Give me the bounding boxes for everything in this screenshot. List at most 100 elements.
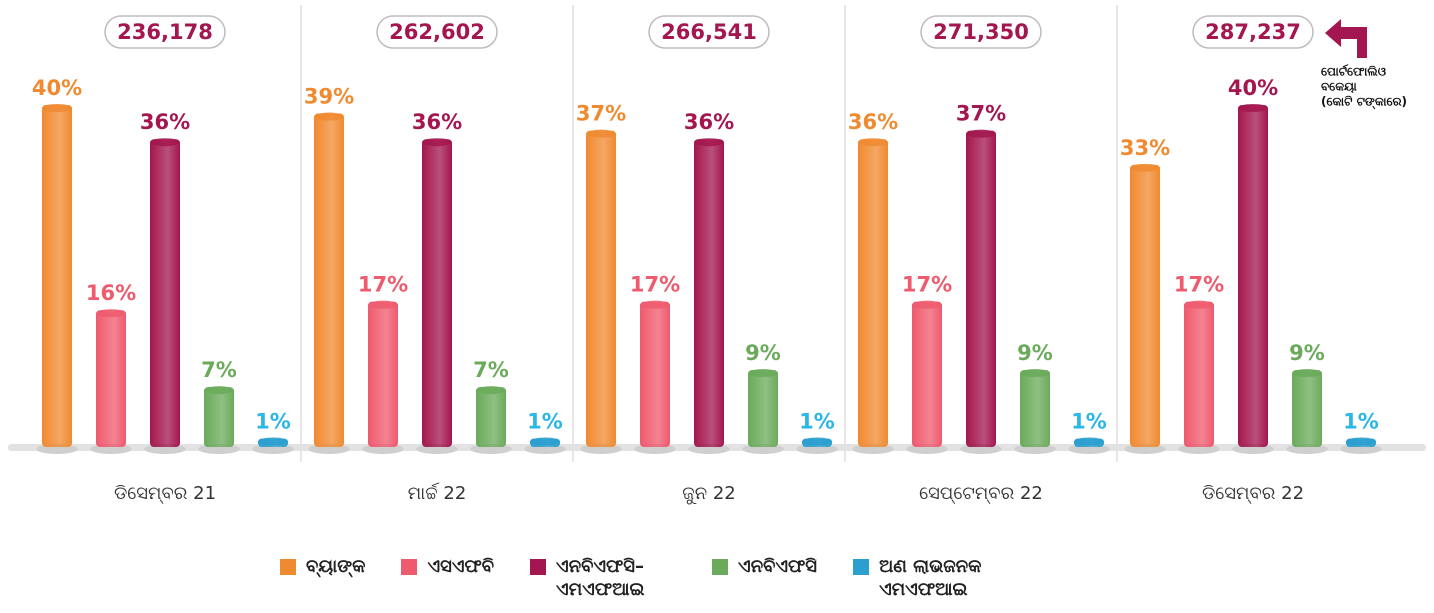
- bar-top: [96, 309, 126, 318]
- value-label: 17%: [902, 273, 952, 297]
- value-label: 17%: [630, 273, 680, 297]
- total-pill: [376, 15, 498, 49]
- legend: ବ୍ୟାଙ୍କ ଏସଏଫବି ଏନବିଏଫସି–ଏମଏଫଆଇ ଏନବିଏଫସି ଅଣ ଲ…: [280, 555, 999, 602]
- legend-swatch: [280, 559, 296, 575]
- total-label: 236,178: [117, 20, 213, 44]
- bar: [1130, 164, 1160, 447]
- bar: [1184, 301, 1214, 447]
- legend-swatch: [853, 559, 870, 575]
- bar-top: [314, 112, 344, 121]
- bar: [476, 387, 506, 447]
- bar-top: [150, 138, 180, 147]
- value-label: 33%: [1120, 136, 1170, 160]
- total-pill: [920, 15, 1042, 49]
- bar: [694, 139, 724, 447]
- category-label: ସେପ୍ଟେମ୍ବର 22: [919, 483, 1043, 504]
- bar-top: [858, 138, 888, 147]
- value-label: 1%: [1071, 409, 1107, 433]
- annotation-arrow: [1325, 19, 1367, 58]
- legend-item: ଏସଏଫବି: [401, 555, 494, 602]
- legend-label: ଅଣ ଲାଭଜନକ ଏମଏଫଆଇ: [879, 556, 982, 601]
- legend-swatch: [530, 559, 547, 575]
- total-pill: [648, 15, 770, 49]
- value-label: 36%: [848, 110, 898, 134]
- value-label: 7%: [201, 358, 237, 382]
- bar: [640, 301, 670, 447]
- bar-top: [1130, 163, 1160, 172]
- chart: 236,178 ଡିସେମ୍ବର 21 40% 16% 36% 7% 1% 262,602 ମା…: [8, 5, 1426, 504]
- bar: [586, 130, 616, 447]
- bar-top: [1238, 104, 1268, 112]
- total-label: 287,237: [1205, 20, 1301, 44]
- legend-swatch: [401, 559, 418, 575]
- value-label: 1%: [527, 409, 563, 433]
- bar: [1020, 370, 1050, 447]
- bar-top: [912, 300, 942, 309]
- value-label: 1%: [1343, 409, 1379, 433]
- value-label: 36%: [140, 110, 190, 134]
- bar-top: [258, 437, 288, 446]
- total-label: 271,350: [933, 20, 1029, 44]
- total-pill: [104, 15, 226, 49]
- bar-top: [1074, 437, 1104, 446]
- value-label: 40%: [32, 76, 82, 100]
- category-label: ଜୁନ 22: [682, 483, 735, 504]
- bar-top: [422, 138, 452, 147]
- bar: [150, 139, 180, 447]
- value-label: 16%: [86, 281, 136, 305]
- legend-item: ଏନବିଏଫସି–ଏମଏଫଆଇ: [530, 555, 676, 602]
- value-label: 37%: [956, 102, 1006, 126]
- value-label: 1%: [255, 409, 291, 433]
- value-label: 39%: [304, 85, 354, 109]
- value-label: 36%: [412, 110, 462, 134]
- bar-top: [368, 300, 398, 309]
- bar: [858, 139, 888, 447]
- bar-top: [694, 138, 724, 147]
- bar: [422, 139, 452, 447]
- bar-top: [1020, 369, 1050, 378]
- bar-top: [640, 300, 670, 309]
- value-label: 9%: [1289, 341, 1325, 365]
- total-label: 266,541: [661, 20, 757, 44]
- annotation-text: ପୋର୍ଟଫୋଲିଓ: [1321, 64, 1387, 79]
- legend-label: ଏନବିଏଫସି–ଏମଏଫଆଇ: [556, 556, 645, 601]
- bar-top: [530, 437, 560, 446]
- category-label: ଡିସେମ୍ବର 21: [114, 483, 216, 504]
- bar: [912, 301, 942, 447]
- value-label: 36%: [684, 110, 734, 134]
- value-label: 7%: [473, 358, 509, 382]
- bar: [1238, 105, 1268, 447]
- bar-top: [802, 437, 832, 446]
- legend-item: ଏନବିଏଫସି: [712, 555, 817, 602]
- value-label: 40%: [1228, 76, 1278, 100]
- bar-top: [476, 386, 506, 395]
- legend-label: ଏସଏଫବି: [427, 556, 495, 577]
- bar: [96, 310, 126, 447]
- value-label: 17%: [358, 273, 408, 297]
- total-pill: [1192, 15, 1314, 49]
- legend-swatch: [712, 559, 729, 575]
- bar-top: [204, 386, 234, 395]
- category-label: ମାର୍ଚ୍ଚ 22: [408, 482, 467, 504]
- legend-item: ଅଣ ଲାଭଜନକ ଏମଏଫଆଇ: [853, 555, 999, 602]
- value-label: 9%: [1017, 341, 1053, 365]
- legend-label: ବ୍ୟାଙ୍କ: [306, 556, 366, 577]
- bar: [42, 105, 72, 447]
- bar: [748, 370, 778, 447]
- bar-top: [42, 104, 72, 112]
- value-label: 37%: [576, 102, 626, 126]
- bar: [368, 301, 398, 447]
- bar: [966, 130, 996, 447]
- total-label: 262,602: [389, 20, 485, 44]
- category-label: ଡିସେମ୍ବର 22: [1202, 483, 1304, 504]
- annotation-text: (କୋଟି ଟଙ୍କାରେ): [1321, 95, 1407, 110]
- bar-top: [748, 369, 778, 378]
- annotation-text: ବକେୟା: [1321, 80, 1357, 94]
- bar-top: [1184, 300, 1214, 309]
- bar-top: [1346, 437, 1376, 446]
- value-label: 1%: [799, 409, 835, 433]
- legend-label: ଏନବିଏଫସି: [738, 556, 818, 577]
- legend-item: ବ୍ୟାଙ୍କ: [280, 555, 365, 602]
- bar: [1292, 370, 1322, 447]
